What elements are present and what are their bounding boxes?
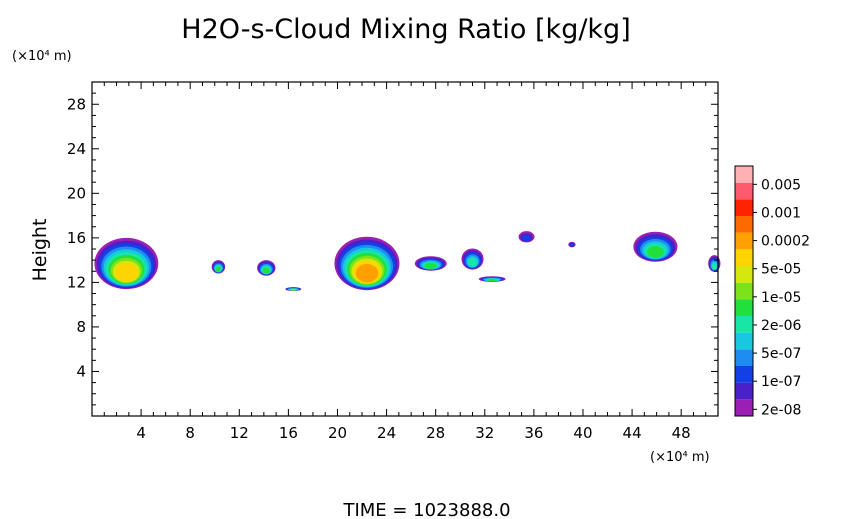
colorbar-label: 0.001 xyxy=(761,205,801,221)
y-tick-label: 12 xyxy=(67,273,86,291)
colorbar-swatch xyxy=(735,316,753,333)
colorbar-label: 2e-06 xyxy=(761,318,801,334)
x-tick-label: 16 xyxy=(279,424,298,442)
cloud-cell xyxy=(478,276,506,282)
y-tick-label: 20 xyxy=(67,184,86,202)
colorbar: 0.005 0.001 0.0002 5e-05 1e-05 2e-06 5e-07 1e-0… xyxy=(734,165,810,418)
x-tick-label: 4 xyxy=(136,424,146,442)
y-tick-label: 8 xyxy=(76,318,86,336)
plot-frame xyxy=(91,81,719,417)
colorbar-label: 5e-07 xyxy=(761,346,801,362)
y-tick-label: 16 xyxy=(67,229,86,247)
colorbar-swatch xyxy=(735,249,753,266)
cloud-cell xyxy=(633,231,678,262)
colorbar-label: 0.005 xyxy=(761,177,801,193)
y-axis-unit: (×10⁴ m) xyxy=(12,49,72,64)
cloud-cell xyxy=(257,260,276,276)
x-tick-label: 28 xyxy=(426,424,445,442)
x-tick-label: 48 xyxy=(672,424,691,442)
cloud-contour xyxy=(711,262,717,270)
cloud-contour xyxy=(424,263,437,269)
colorbar-label: 0.0002 xyxy=(761,234,810,250)
cloud-cell xyxy=(518,231,535,243)
x-tick-label: 40 xyxy=(573,424,592,442)
cloud-contour xyxy=(522,235,531,242)
colorbar-swatch xyxy=(735,399,753,416)
colorbar-swatch xyxy=(735,382,753,400)
cloud-cell xyxy=(414,256,447,271)
y-tick-label: 4 xyxy=(76,362,86,380)
x-tick-label: 20 xyxy=(328,424,347,442)
colorbar-swatch xyxy=(735,266,753,283)
colorbar-label: 5e-05 xyxy=(761,262,801,278)
cloud-contour xyxy=(646,246,664,258)
cloud-contour xyxy=(115,263,138,282)
x-tick-label: 8 xyxy=(185,424,195,442)
colorbar-swatch xyxy=(735,349,753,366)
cloud-contour xyxy=(355,263,379,283)
cloud-cell xyxy=(94,237,159,290)
colorbar-swatch xyxy=(735,299,753,316)
colorbar-label: 1e-05 xyxy=(761,290,801,306)
cloud-contour xyxy=(486,278,498,282)
colorbar-label: 2e-08 xyxy=(761,402,801,418)
time-label: TIME = 1023888.0 xyxy=(342,500,510,519)
y-tick-label: 28 xyxy=(67,95,86,113)
colorbar-swatch xyxy=(735,182,753,200)
cloud-contour xyxy=(570,243,574,247)
colorbar-swatch xyxy=(735,166,753,183)
cloud-cell xyxy=(334,236,400,291)
cloud-cell xyxy=(708,255,721,272)
colorbar-swatch xyxy=(735,366,753,383)
colorbar-swatch xyxy=(735,282,753,300)
x-tick-label: 36 xyxy=(524,424,543,442)
x-tick-label: 32 xyxy=(475,424,494,442)
cloud-cell xyxy=(461,248,484,270)
x-tick-label: 12 xyxy=(230,424,249,442)
cloud-contour xyxy=(215,266,222,272)
cloud-contour xyxy=(262,267,270,274)
x-axis-unit: (×10⁴ m) xyxy=(650,450,710,465)
colorbar-swatch xyxy=(735,199,753,216)
y-axis-label: Height xyxy=(29,219,51,282)
cloud-contour xyxy=(468,258,477,267)
colorbar-swatch xyxy=(735,216,753,233)
x-tick-label: 44 xyxy=(623,424,642,442)
x-tick-label: 24 xyxy=(377,424,396,442)
y-tick-label: 24 xyxy=(67,140,86,158)
cloud-cell xyxy=(285,287,302,292)
chart-title: H2O-s-Cloud Mixing Ratio [kg/kg] xyxy=(181,14,630,45)
colorbar-swatch xyxy=(735,232,753,250)
cloud-contour xyxy=(290,288,297,291)
colorbar-swatch xyxy=(735,332,753,350)
cloud-cell xyxy=(211,260,226,274)
colorbar-frame xyxy=(734,165,754,417)
colorbar-label: 1e-07 xyxy=(761,374,801,390)
cloud-cell xyxy=(568,241,576,248)
cloud-field xyxy=(94,231,721,292)
